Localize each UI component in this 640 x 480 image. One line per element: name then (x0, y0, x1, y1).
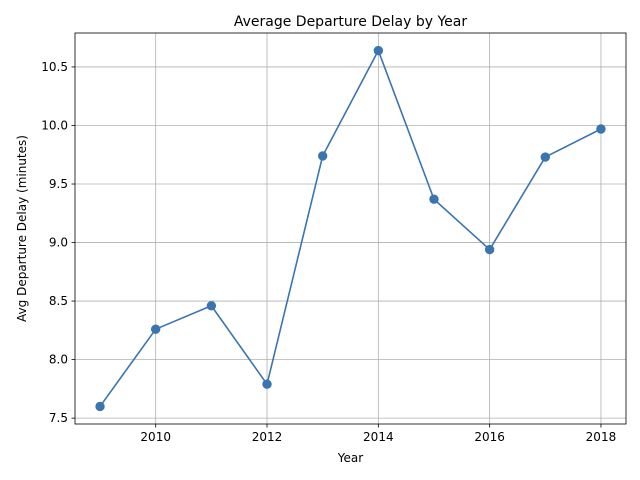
x-tick-label: 2014 (363, 430, 394, 444)
x-axis-label: Year (337, 451, 363, 465)
y-tick-label: 8.0 (49, 353, 68, 367)
y-tick-label: 7.5 (49, 411, 68, 425)
y-tick-label: 9.5 (49, 177, 68, 191)
series-layer (96, 46, 605, 410)
data-point (597, 125, 605, 133)
data-point (541, 153, 549, 161)
data-point (318, 152, 326, 160)
data-point (485, 245, 493, 253)
x-tick-label: 2012 (252, 430, 283, 444)
ticks-layer: 2010 2012 2014 2016 2018 7.5 8.0 8.5 9.0 9.5 10.0 1… (41, 60, 616, 444)
x-tick-label: 2016 (474, 430, 505, 444)
y-tick-label: 10.0 (41, 118, 68, 132)
data-point (263, 380, 271, 388)
y-tick-label: 8.5 (49, 294, 68, 308)
data-point (152, 325, 160, 333)
plot-frame (75, 33, 626, 424)
x-tick-label: 2010 (140, 430, 171, 444)
chart-title: Average Departure Delay by Year (234, 14, 468, 30)
data-point (96, 402, 104, 410)
y-axis-label: Avg Departure Delay (minutes) (15, 135, 29, 322)
y-tick-label: 9.0 (49, 236, 68, 250)
x-tick-label: 2018 (586, 430, 617, 444)
data-point (207, 302, 215, 310)
series-line (100, 51, 601, 407)
grid-layer (75, 33, 626, 424)
data-point (374, 46, 382, 54)
data-point (430, 195, 438, 203)
y-tick-label: 10.5 (41, 60, 68, 74)
